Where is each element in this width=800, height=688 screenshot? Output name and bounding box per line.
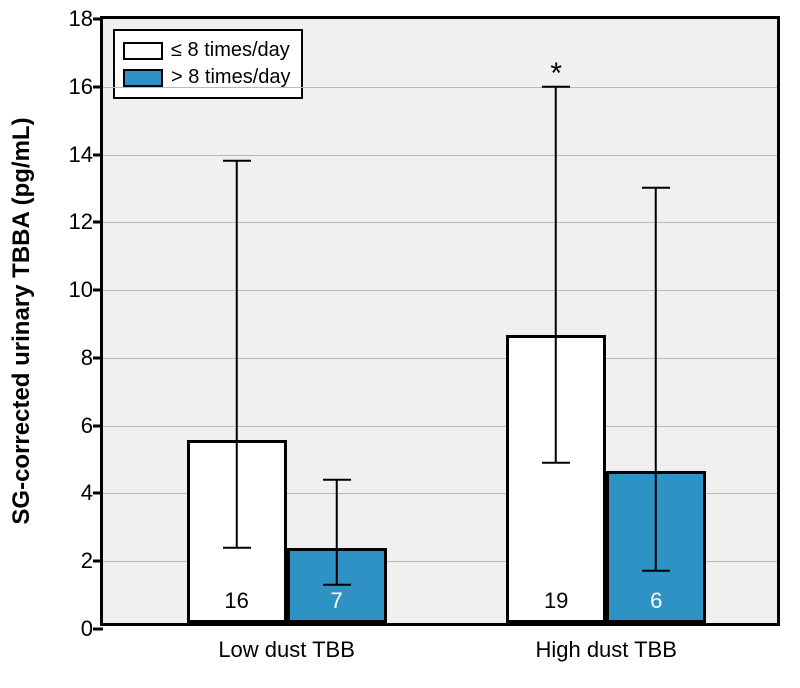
error-bar-line <box>235 161 237 547</box>
error-bar-cap <box>223 160 251 162</box>
y-tick-label: 8 <box>81 345 93 371</box>
x-category-label: Low dust TBB <box>218 637 355 663</box>
error-bar-cap <box>323 479 351 481</box>
y-tick-mark <box>93 85 103 88</box>
x-category-label: High dust TBB <box>535 637 676 663</box>
error-bar-cap <box>223 546 251 548</box>
y-tick-label: 18 <box>69 6 93 32</box>
chart-root: SG-corrected urinary TBBA (pg/mL) ≤ 8 ti… <box>0 0 800 688</box>
y-tick-mark <box>93 628 103 631</box>
y-tick-label: 14 <box>69 142 93 168</box>
error-bar-line <box>335 480 337 585</box>
legend: ≤ 8 times/day> 8 times/day <box>113 29 303 99</box>
bar-n-label: 16 <box>224 588 248 614</box>
y-tick-label: 6 <box>81 413 93 439</box>
y-tick-label: 2 <box>81 548 93 574</box>
legend-swatch <box>123 42 163 60</box>
y-tick-mark <box>93 289 103 292</box>
error-bar-cap <box>542 462 570 464</box>
plot-area: ≤ 8 times/day> 8 times/day 0246810121416… <box>100 16 780 626</box>
y-tick-mark <box>93 221 103 224</box>
grid-line <box>103 426 777 427</box>
y-tick-mark <box>93 560 103 563</box>
y-tick-mark <box>93 153 103 156</box>
bar-n-label: 7 <box>330 588 342 614</box>
y-axis-label: SG-corrected urinary TBBA (pg/mL) <box>8 117 36 524</box>
error-bar-cap <box>642 570 670 572</box>
error-bar-line <box>655 188 657 571</box>
grid-line <box>103 290 777 291</box>
y-tick-mark <box>93 492 103 495</box>
grid-line <box>103 87 777 88</box>
grid-line <box>103 155 777 156</box>
legend-item: ≤ 8 times/day <box>123 37 291 64</box>
y-tick-label: 12 <box>69 209 93 235</box>
y-tick-mark <box>93 18 103 21</box>
error-bar-line <box>555 87 557 463</box>
y-tick-label: 16 <box>69 74 93 100</box>
legend-swatch <box>123 69 163 87</box>
error-bar-cap <box>323 584 351 586</box>
y-tick-label: 4 <box>81 480 93 506</box>
grid-line <box>103 358 777 359</box>
y-tick-label: 10 <box>69 277 93 303</box>
y-tick-label: 0 <box>81 616 93 642</box>
y-tick-mark <box>93 356 103 359</box>
error-bar-cap <box>642 187 670 189</box>
y-tick-mark <box>93 424 103 427</box>
bar-n-label: 19 <box>544 588 568 614</box>
grid-line <box>103 222 777 223</box>
bar-n-label: 6 <box>650 588 662 614</box>
legend-label: ≤ 8 times/day <box>171 37 290 64</box>
significance-marker: * <box>550 57 562 91</box>
